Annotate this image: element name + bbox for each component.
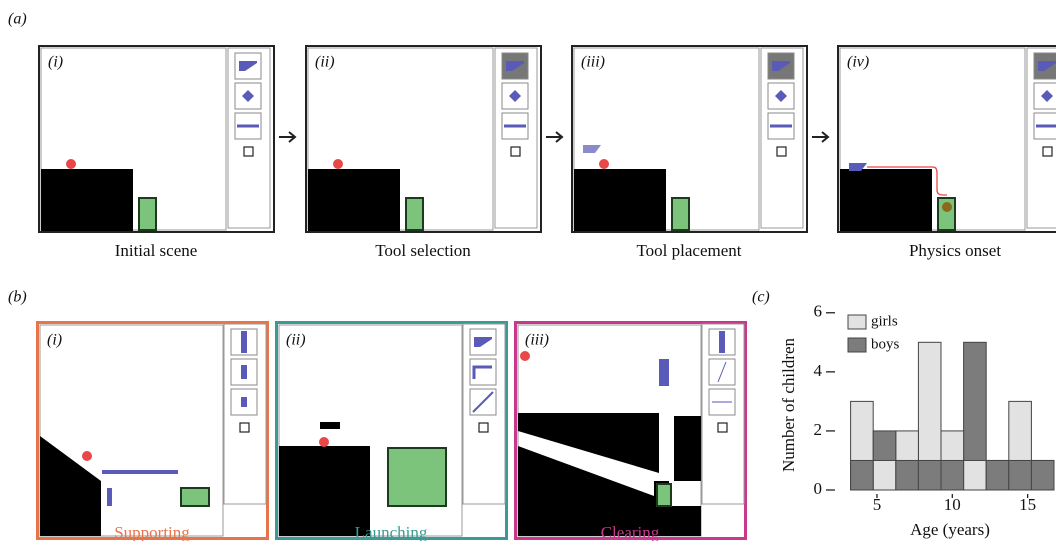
bar xyxy=(964,460,987,490)
x-tick-label: 10 xyxy=(944,495,961,514)
panel-sublabel: (ii) xyxy=(286,332,306,349)
caption: Physics onset xyxy=(909,241,1001,260)
bar xyxy=(941,460,964,490)
terrain xyxy=(674,416,701,481)
panel-sublabel: (ii) xyxy=(315,54,335,71)
page: {"figure_labels": {"a": "(a)", "b": "(b)… xyxy=(0,0,1056,541)
scene-frame: (i) Supporting xyxy=(38,323,268,541)
panel-sublabel: (iv) xyxy=(847,54,869,71)
y-tick-label: 0 xyxy=(814,479,823,498)
y-tick-label: 2 xyxy=(814,420,823,439)
tool-icon xyxy=(241,331,247,353)
platform xyxy=(41,169,133,231)
tool-icon xyxy=(241,365,247,379)
caption: Launching xyxy=(355,523,428,541)
caption: Initial scene xyxy=(115,241,198,260)
panel-label: (a) xyxy=(8,11,27,28)
goal xyxy=(657,484,671,506)
tool-icon xyxy=(504,125,526,128)
scene-frame: (iii) Clearing xyxy=(516,323,746,541)
placed-tool xyxy=(659,359,669,386)
placed-tool xyxy=(102,470,178,474)
ball xyxy=(333,159,343,169)
goal xyxy=(672,198,689,230)
x-tick-label: 5 xyxy=(873,495,882,514)
panel-sublabel: (iii) xyxy=(525,332,549,349)
goal xyxy=(139,198,156,230)
tool-icon xyxy=(770,125,792,128)
y-axis-label: Number of children xyxy=(779,337,798,472)
caption: Tool placement xyxy=(636,241,741,260)
scene-frame: (i) Initial scene xyxy=(39,46,274,260)
reset-icon xyxy=(479,423,488,432)
reset-icon xyxy=(240,423,249,432)
scene-frame: (ii) Launching xyxy=(277,323,507,541)
caption: Tool selection xyxy=(375,241,471,260)
bar xyxy=(873,460,896,490)
arrow xyxy=(546,132,562,142)
caption: Clearing xyxy=(601,523,660,541)
bar xyxy=(896,460,919,490)
arrow xyxy=(279,132,295,142)
scene-frame: (iii) Tool placement xyxy=(572,46,807,260)
arrow xyxy=(812,132,828,142)
platform xyxy=(840,169,932,231)
x-tick-label: 15 xyxy=(1019,495,1036,514)
bar xyxy=(986,460,1009,490)
goal xyxy=(388,448,446,506)
caption: Supporting xyxy=(114,523,190,541)
panel-sublabel: (i) xyxy=(48,54,63,71)
goal xyxy=(406,198,423,230)
ball xyxy=(319,437,329,447)
scene-frame: (ii) Tool selection xyxy=(306,46,541,260)
bar xyxy=(918,460,941,490)
ball xyxy=(599,159,609,169)
ball xyxy=(66,159,76,169)
ball xyxy=(942,202,952,212)
legend-swatch xyxy=(848,315,866,329)
reset-icon xyxy=(718,423,727,432)
scene-frame: (iv) Physics onset xyxy=(838,46,1056,260)
tool-icon xyxy=(237,125,259,128)
figure: (a) (b) (c) (i) Initial scene (ii) Tool sel… xyxy=(0,0,1056,541)
platform xyxy=(574,169,666,231)
reset-icon xyxy=(511,147,520,156)
tool-icon xyxy=(719,331,725,353)
goal xyxy=(181,488,209,506)
placed-tool xyxy=(107,488,112,506)
legend-label: girls xyxy=(871,313,898,329)
panel-label: (c) xyxy=(752,289,770,306)
reset-icon xyxy=(777,147,786,156)
platform xyxy=(308,169,400,231)
platform xyxy=(320,422,340,429)
tool-icon xyxy=(241,397,247,407)
panel-sublabel: (i) xyxy=(47,332,62,349)
reset-icon xyxy=(244,147,253,156)
x-axis-label: Age (years) xyxy=(910,520,990,539)
legend-swatch xyxy=(848,338,866,352)
panel-label: (b) xyxy=(8,289,27,306)
ball xyxy=(82,451,92,461)
tool-icon xyxy=(1036,125,1056,128)
reset-icon xyxy=(1043,147,1052,156)
panel-sublabel: (iii) xyxy=(581,54,605,71)
ball xyxy=(520,351,530,361)
bar xyxy=(1009,460,1032,490)
legend-label: boys xyxy=(871,336,900,352)
y-tick-label: 4 xyxy=(814,361,823,380)
bar xyxy=(851,460,874,490)
y-tick-label: 6 xyxy=(814,302,823,321)
bar xyxy=(1031,460,1054,490)
